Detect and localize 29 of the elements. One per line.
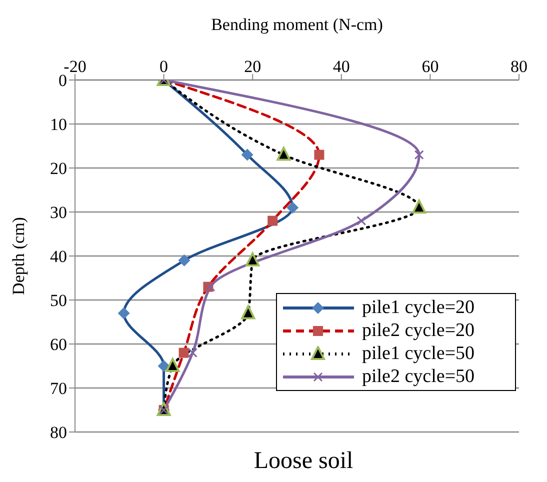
point — [356, 216, 366, 226]
y-tick-label: 50 — [50, 291, 67, 310]
y-tick-label: 60 — [50, 335, 67, 354]
y-tick-label: 70 — [50, 379, 67, 398]
x-tick-label: 80 — [510, 57, 528, 76]
point — [412, 200, 426, 214]
y-axis-title: Depth (cm) — [9, 217, 28, 295]
point — [414, 150, 424, 160]
y-tick-label: 20 — [50, 159, 67, 178]
y-tick-label: 10 — [50, 115, 67, 134]
point — [206, 282, 216, 292]
y-tick-label: 40 — [50, 247, 67, 266]
x-tick-label: 20 — [244, 57, 262, 76]
point — [276, 146, 291, 161]
point — [246, 252, 260, 266]
point — [166, 358, 180, 372]
legend-label: pile1 cycle=50 — [362, 342, 475, 365]
legend-label: pile2 cycle=20 — [362, 319, 475, 342]
y-tick-label: 80 — [50, 423, 67, 442]
x-tick-label: 40 — [332, 57, 350, 76]
x-tick-label: 60 — [422, 57, 439, 76]
text: Loose soil — [252, 448, 354, 475]
x-tick-label: 0 — [160, 57, 168, 76]
point — [188, 348, 198, 358]
point — [241, 305, 256, 320]
x-axis-title: Bending moment (N-cm) — [211, 15, 383, 34]
y-tick-label: 30 — [50, 203, 67, 222]
legend-label: pile2 cycle=50 — [362, 365, 475, 388]
legend-label: pile1 cycle=20 — [362, 296, 475, 319]
